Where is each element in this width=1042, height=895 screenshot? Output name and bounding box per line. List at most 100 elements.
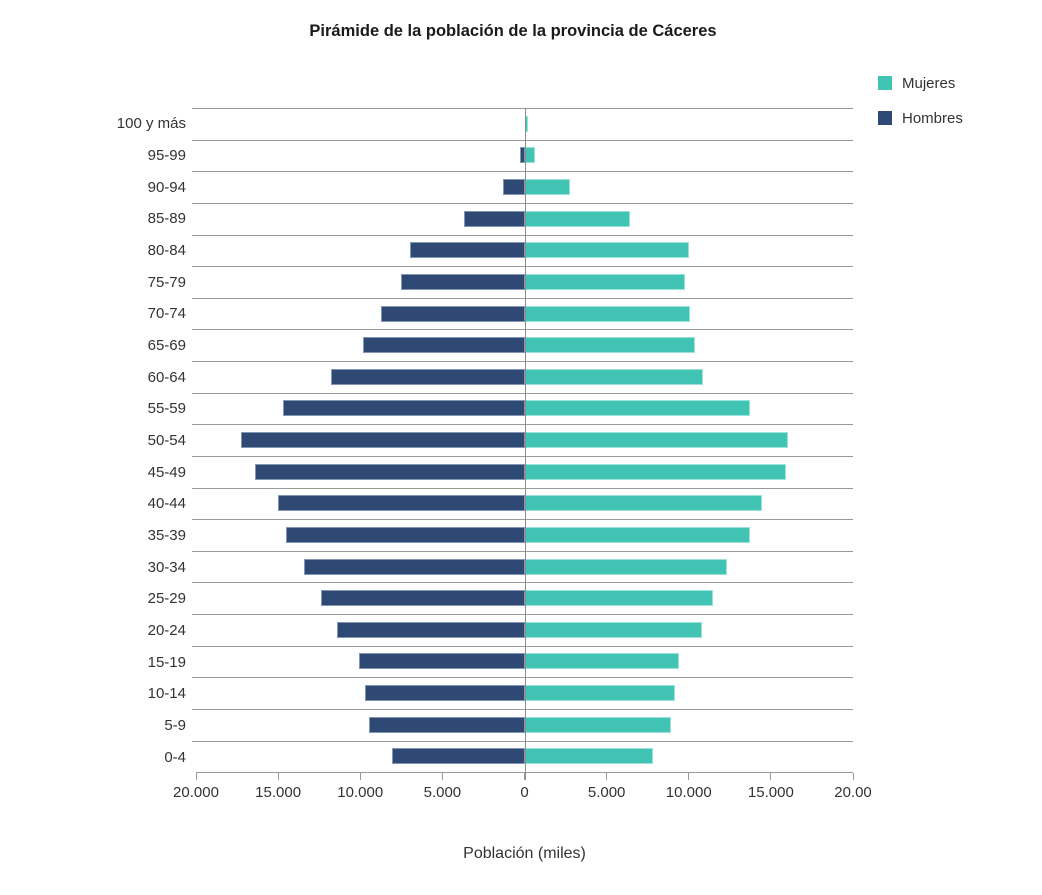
gridline [192, 108, 853, 109]
mujeres-bar[interactable] [524, 653, 679, 670]
legend-item-mujeres[interactable]: Mujeres [878, 74, 963, 92]
x-tick-mark [277, 773, 279, 780]
pyramid-row [192, 266, 853, 298]
x-tick-label: 20.000 [173, 784, 219, 801]
gridline [192, 582, 853, 584]
hombres-bar[interactable] [520, 147, 525, 164]
x-tick-mark [688, 773, 690, 780]
x-tick-mark [852, 773, 854, 780]
category-label: 100 y más [116, 115, 186, 133]
mujeres-bar[interactable] [524, 716, 671, 733]
x-tick-label: 10.000 [337, 784, 384, 801]
category-label: 65-69 [147, 337, 186, 355]
legend-item-hombres[interactable]: Hombres [878, 109, 963, 127]
x-tick-mark [441, 773, 443, 780]
mujeres-bar[interactable] [524, 463, 786, 480]
x-tick-mark [770, 773, 772, 780]
mujeres-bar[interactable] [524, 526, 750, 543]
gridline [192, 487, 853, 489]
hombres-bar[interactable] [380, 305, 525, 322]
mujeres-bar[interactable] [524, 400, 750, 417]
hombres-bar[interactable] [330, 368, 525, 385]
pyramid-row [192, 740, 853, 773]
pyramid-row [192, 519, 853, 551]
hombres-bar[interactable] [503, 179, 525, 196]
pyramid-row [192, 550, 853, 583]
legend-label-hombres: Hombres [902, 109, 963, 127]
hombres-bar[interactable] [463, 210, 525, 227]
pyramid-row [192, 424, 853, 456]
plot-area [192, 108, 853, 780]
gridline [192, 266, 853, 268]
pyramid-row [192, 455, 853, 488]
pyramid-row [192, 202, 853, 235]
pyramid-row [192, 297, 853, 330]
pyramid-row [192, 361, 853, 393]
gridline [192, 519, 853, 521]
y-axis-labels: 100 y más 95-99 90-94 85-89 80-84 75-79 70-74 6… [0, 108, 186, 773]
x-tick-label: 15.000 [747, 784, 794, 801]
mujeres-swatch-icon [878, 76, 892, 90]
category-label: 40-44 [147, 495, 186, 513]
gridline [192, 329, 853, 331]
hombres-bar[interactable] [320, 590, 525, 607]
x-tick-label: 10.000 [665, 784, 712, 801]
hombres-bar[interactable] [409, 242, 525, 259]
gridline [192, 455, 853, 457]
hombres-bar[interactable] [365, 685, 525, 702]
hombres-bar[interactable] [337, 621, 525, 638]
x-axis: 20.000 15.000 10.000 5.000 0 5.000 10.000 15.00… [173, 773, 872, 813]
category-label: 15-19 [147, 653, 186, 671]
hombres-bar[interactable] [304, 558, 525, 575]
mujeres-bar[interactable] [524, 147, 536, 164]
pyramid-row [192, 582, 853, 614]
pyramid-row [192, 329, 853, 361]
chart-title: Pirámide de la población de la provincia… [309, 22, 717, 40]
hombres-bar[interactable] [278, 495, 525, 512]
hombres-bar[interactable] [241, 432, 525, 449]
mujeres-bar[interactable] [524, 179, 570, 196]
mujeres-bar[interactable] [524, 558, 728, 575]
mujeres-bar[interactable] [524, 685, 675, 702]
mujeres-bar[interactable] [524, 621, 702, 638]
hombres-bar[interactable] [362, 337, 525, 354]
x-tick-label: 5.000 [587, 784, 626, 801]
category-label: 45-49 [147, 463, 186, 481]
gridline [192, 297, 853, 299]
hombres-bar[interactable] [359, 653, 525, 670]
x-tick-mark [359, 773, 361, 780]
mujeres-bar[interactable] [524, 210, 631, 227]
mujeres-bar[interactable] [524, 495, 762, 512]
category-label: 75-79 [147, 273, 186, 291]
mujeres-bar[interactable] [524, 305, 691, 322]
x-axis-title: Población (miles) [463, 845, 586, 862]
mujeres-bar[interactable] [524, 368, 703, 385]
zero-axis-line [524, 108, 526, 780]
legend-label-mujeres: Mujeres [902, 74, 956, 92]
hombres-bar[interactable] [255, 463, 525, 480]
gridline [192, 550, 853, 552]
category-label: 25-29 [147, 590, 186, 608]
hombres-bar[interactable] [401, 273, 525, 290]
mujeres-bar[interactable] [524, 432, 789, 449]
mujeres-bar[interactable] [524, 273, 686, 290]
pyramid-row [192, 645, 853, 678]
mujeres-bar[interactable] [524, 337, 696, 354]
hombres-swatch-icon [878, 111, 892, 125]
gridline [192, 677, 853, 679]
category-label: 80-84 [147, 242, 186, 260]
hombres-bar[interactable] [369, 716, 525, 733]
gridline [192, 614, 853, 615]
gridline [192, 708, 853, 710]
mujeres-bar[interactable] [524, 748, 653, 765]
hombres-bar[interactable] [285, 526, 525, 543]
hombres-bar[interactable] [283, 400, 525, 417]
mujeres-bar[interactable] [524, 242, 689, 259]
gridline [192, 171, 853, 173]
x-tick-label: 5.000 [423, 784, 462, 801]
category-label: 35-39 [147, 527, 186, 545]
hombres-bar[interactable] [392, 748, 525, 765]
mujeres-bar[interactable] [524, 590, 714, 607]
pyramid-row [192, 614, 853, 646]
category-label: 10-14 [147, 685, 186, 703]
